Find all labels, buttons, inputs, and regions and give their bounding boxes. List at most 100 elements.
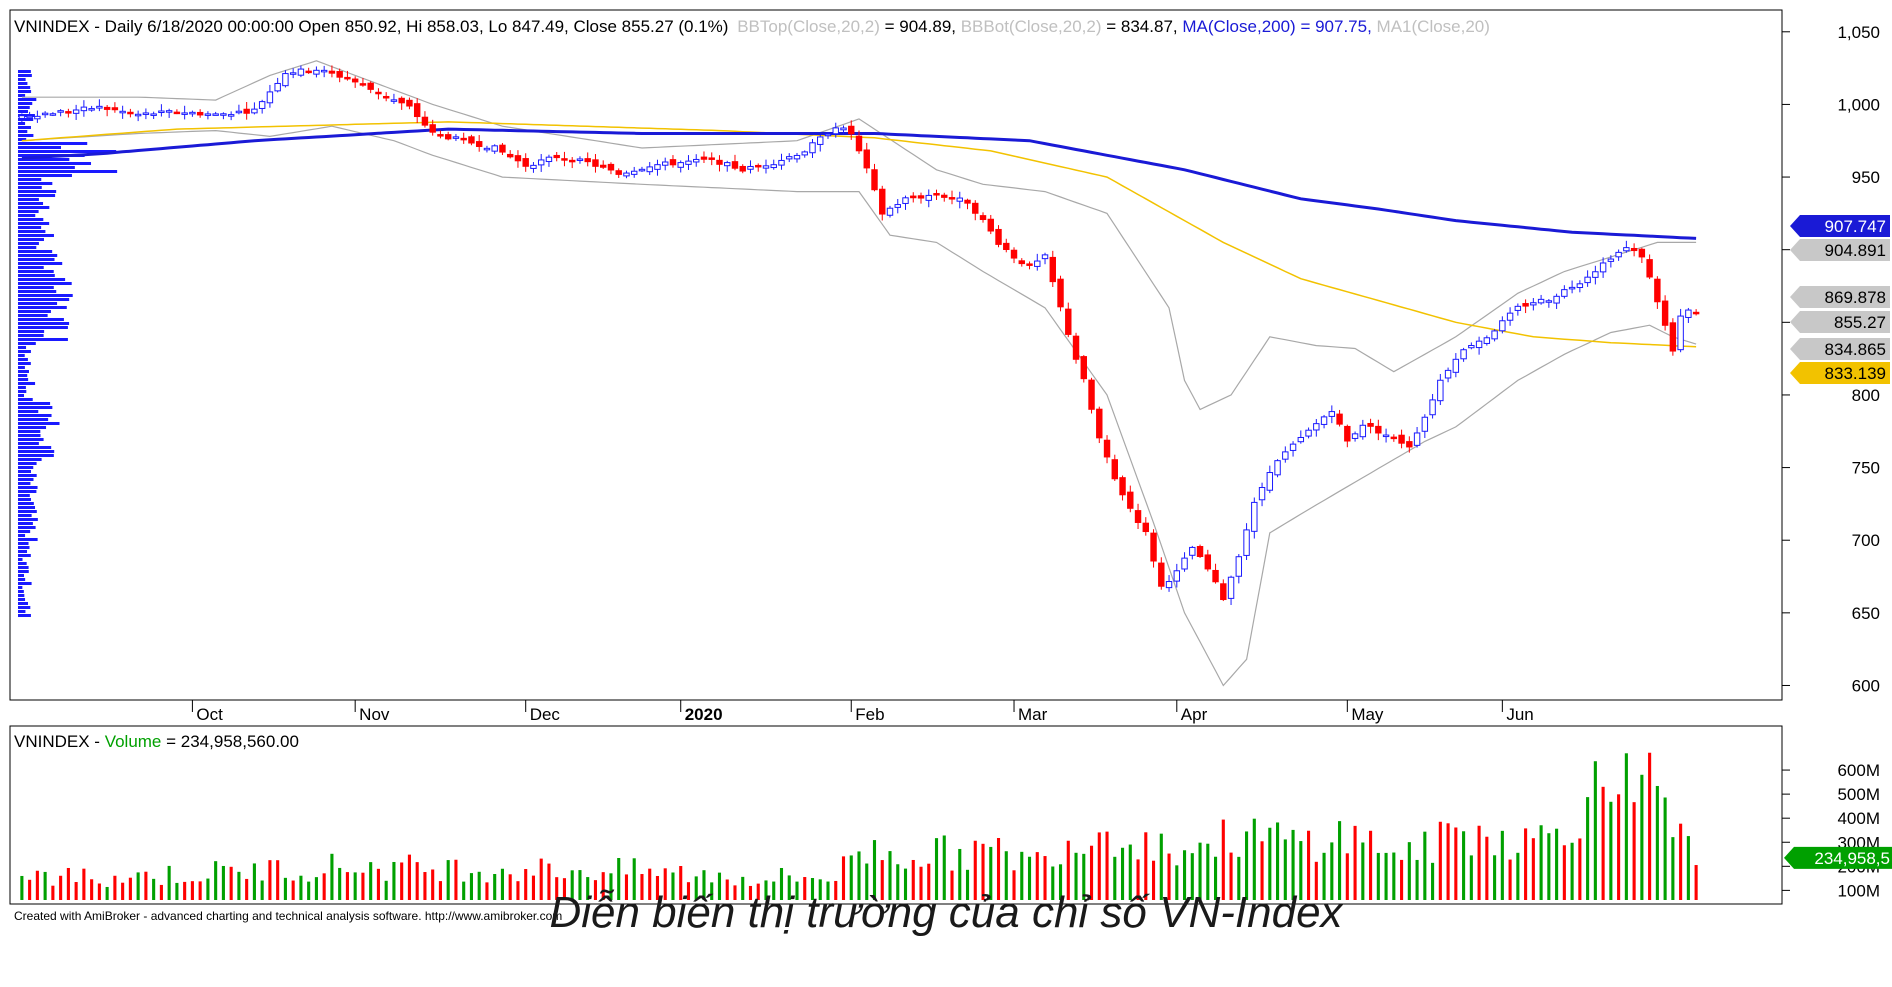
candle-body — [917, 195, 925, 199]
candle — [956, 191, 963, 209]
volume-bar — [1252, 818, 1256, 900]
candle-body — [88, 108, 95, 111]
volume-bar — [1586, 797, 1590, 900]
candle-body — [979, 215, 987, 221]
candle-body — [1475, 340, 1483, 349]
volume-bar — [407, 854, 411, 900]
volume-bar — [1120, 847, 1125, 900]
candle — [1390, 434, 1398, 442]
volume-profile-bar — [18, 614, 31, 617]
price-tag-bbtop: 904.891 — [1790, 239, 1890, 261]
candle-body — [1537, 298, 1545, 304]
volume-profile-bar — [18, 342, 36, 345]
candle — [747, 160, 754, 174]
candle — [1072, 332, 1080, 364]
candle-body — [1243, 529, 1250, 556]
volume-bar — [1082, 853, 1086, 900]
volume-profile-bar — [18, 518, 38, 521]
candle — [522, 153, 529, 172]
volume-title-value: = 234,958,560.00 — [166, 732, 299, 751]
candle — [297, 65, 305, 78]
candle-body — [1692, 311, 1700, 315]
candle — [1382, 428, 1390, 443]
volume-profile-bar — [18, 174, 72, 177]
candle — [282, 70, 289, 88]
candle — [1196, 544, 1204, 558]
volume-bar — [493, 874, 497, 900]
candle — [1328, 405, 1336, 424]
candle — [964, 198, 971, 210]
volume-bar — [717, 872, 722, 900]
volume-bar — [973, 840, 977, 900]
volume-last-tag-bg — [1784, 846, 1892, 869]
candle — [289, 68, 297, 79]
volume-bar — [431, 869, 435, 900]
candle — [1041, 252, 1049, 265]
candle — [1406, 436, 1413, 453]
candle — [592, 154, 599, 173]
price-tag-label: 904.891 — [1825, 241, 1886, 260]
candle — [972, 200, 979, 221]
price-tag-bg — [1790, 338, 1890, 360]
volume-profile-bar — [18, 178, 42, 181]
volume-bar — [462, 881, 466, 900]
candle — [762, 159, 770, 174]
price-tag-bg — [1790, 311, 1890, 333]
volume-bar — [648, 868, 652, 900]
volume-bar — [655, 875, 660, 900]
volume-profile-bar — [18, 390, 27, 393]
volume-profile-bar — [18, 490, 37, 493]
candle — [18, 113, 26, 123]
volume-bar — [276, 860, 280, 900]
candle — [444, 131, 452, 141]
volume-bar — [1322, 852, 1326, 900]
volume-bar — [593, 880, 598, 900]
candle — [793, 152, 801, 163]
volume-bar — [90, 879, 94, 900]
candle — [979, 212, 987, 223]
volume-bar — [586, 877, 590, 900]
bbbot-value: = 834.87, — [1106, 17, 1182, 36]
candle-body — [584, 158, 591, 163]
volume-profile-bar — [18, 590, 24, 593]
volume-bar — [245, 878, 249, 900]
price-y-tick-label: 600 — [1852, 676, 1880, 695]
volume-bar — [307, 881, 311, 900]
volume-profile-bar — [18, 298, 70, 301]
volume-bar — [1043, 856, 1047, 900]
volume-y-tick-label: 100M — [1837, 881, 1880, 900]
candle — [917, 192, 925, 204]
candle-body — [1584, 276, 1591, 284]
candle-body — [840, 127, 847, 131]
candle — [359, 77, 367, 87]
candle — [375, 88, 382, 100]
volume-bar — [183, 881, 187, 900]
volume-bar — [1206, 843, 1210, 900]
candle — [817, 134, 824, 152]
volume-profile-bar — [18, 134, 34, 137]
candle — [1553, 293, 1560, 309]
volume-bar — [1531, 838, 1535, 900]
volume-bar — [1454, 827, 1458, 900]
volume-bar — [617, 858, 621, 900]
volume-bar — [531, 875, 536, 900]
candle-body — [1313, 423, 1320, 431]
volume-bar — [1601, 786, 1605, 900]
volume-bar — [663, 868, 667, 900]
candle — [127, 108, 134, 118]
volume-bar — [710, 882, 714, 900]
volume-bar — [1159, 833, 1163, 900]
volume-bar — [950, 870, 954, 900]
candle — [1475, 336, 1483, 355]
price-tag-yellow: 833.139 — [1790, 362, 1890, 384]
x-tick-label: 2020 — [685, 705, 723, 724]
candle-body — [258, 101, 266, 109]
candle — [41, 111, 49, 118]
volume-bar — [958, 848, 962, 900]
candle — [832, 122, 839, 138]
candle-body — [530, 164, 537, 169]
candle — [1289, 441, 1297, 457]
candle-body — [1173, 570, 1181, 582]
volume-profile-bar — [18, 86, 31, 89]
volume-bar — [35, 870, 39, 900]
